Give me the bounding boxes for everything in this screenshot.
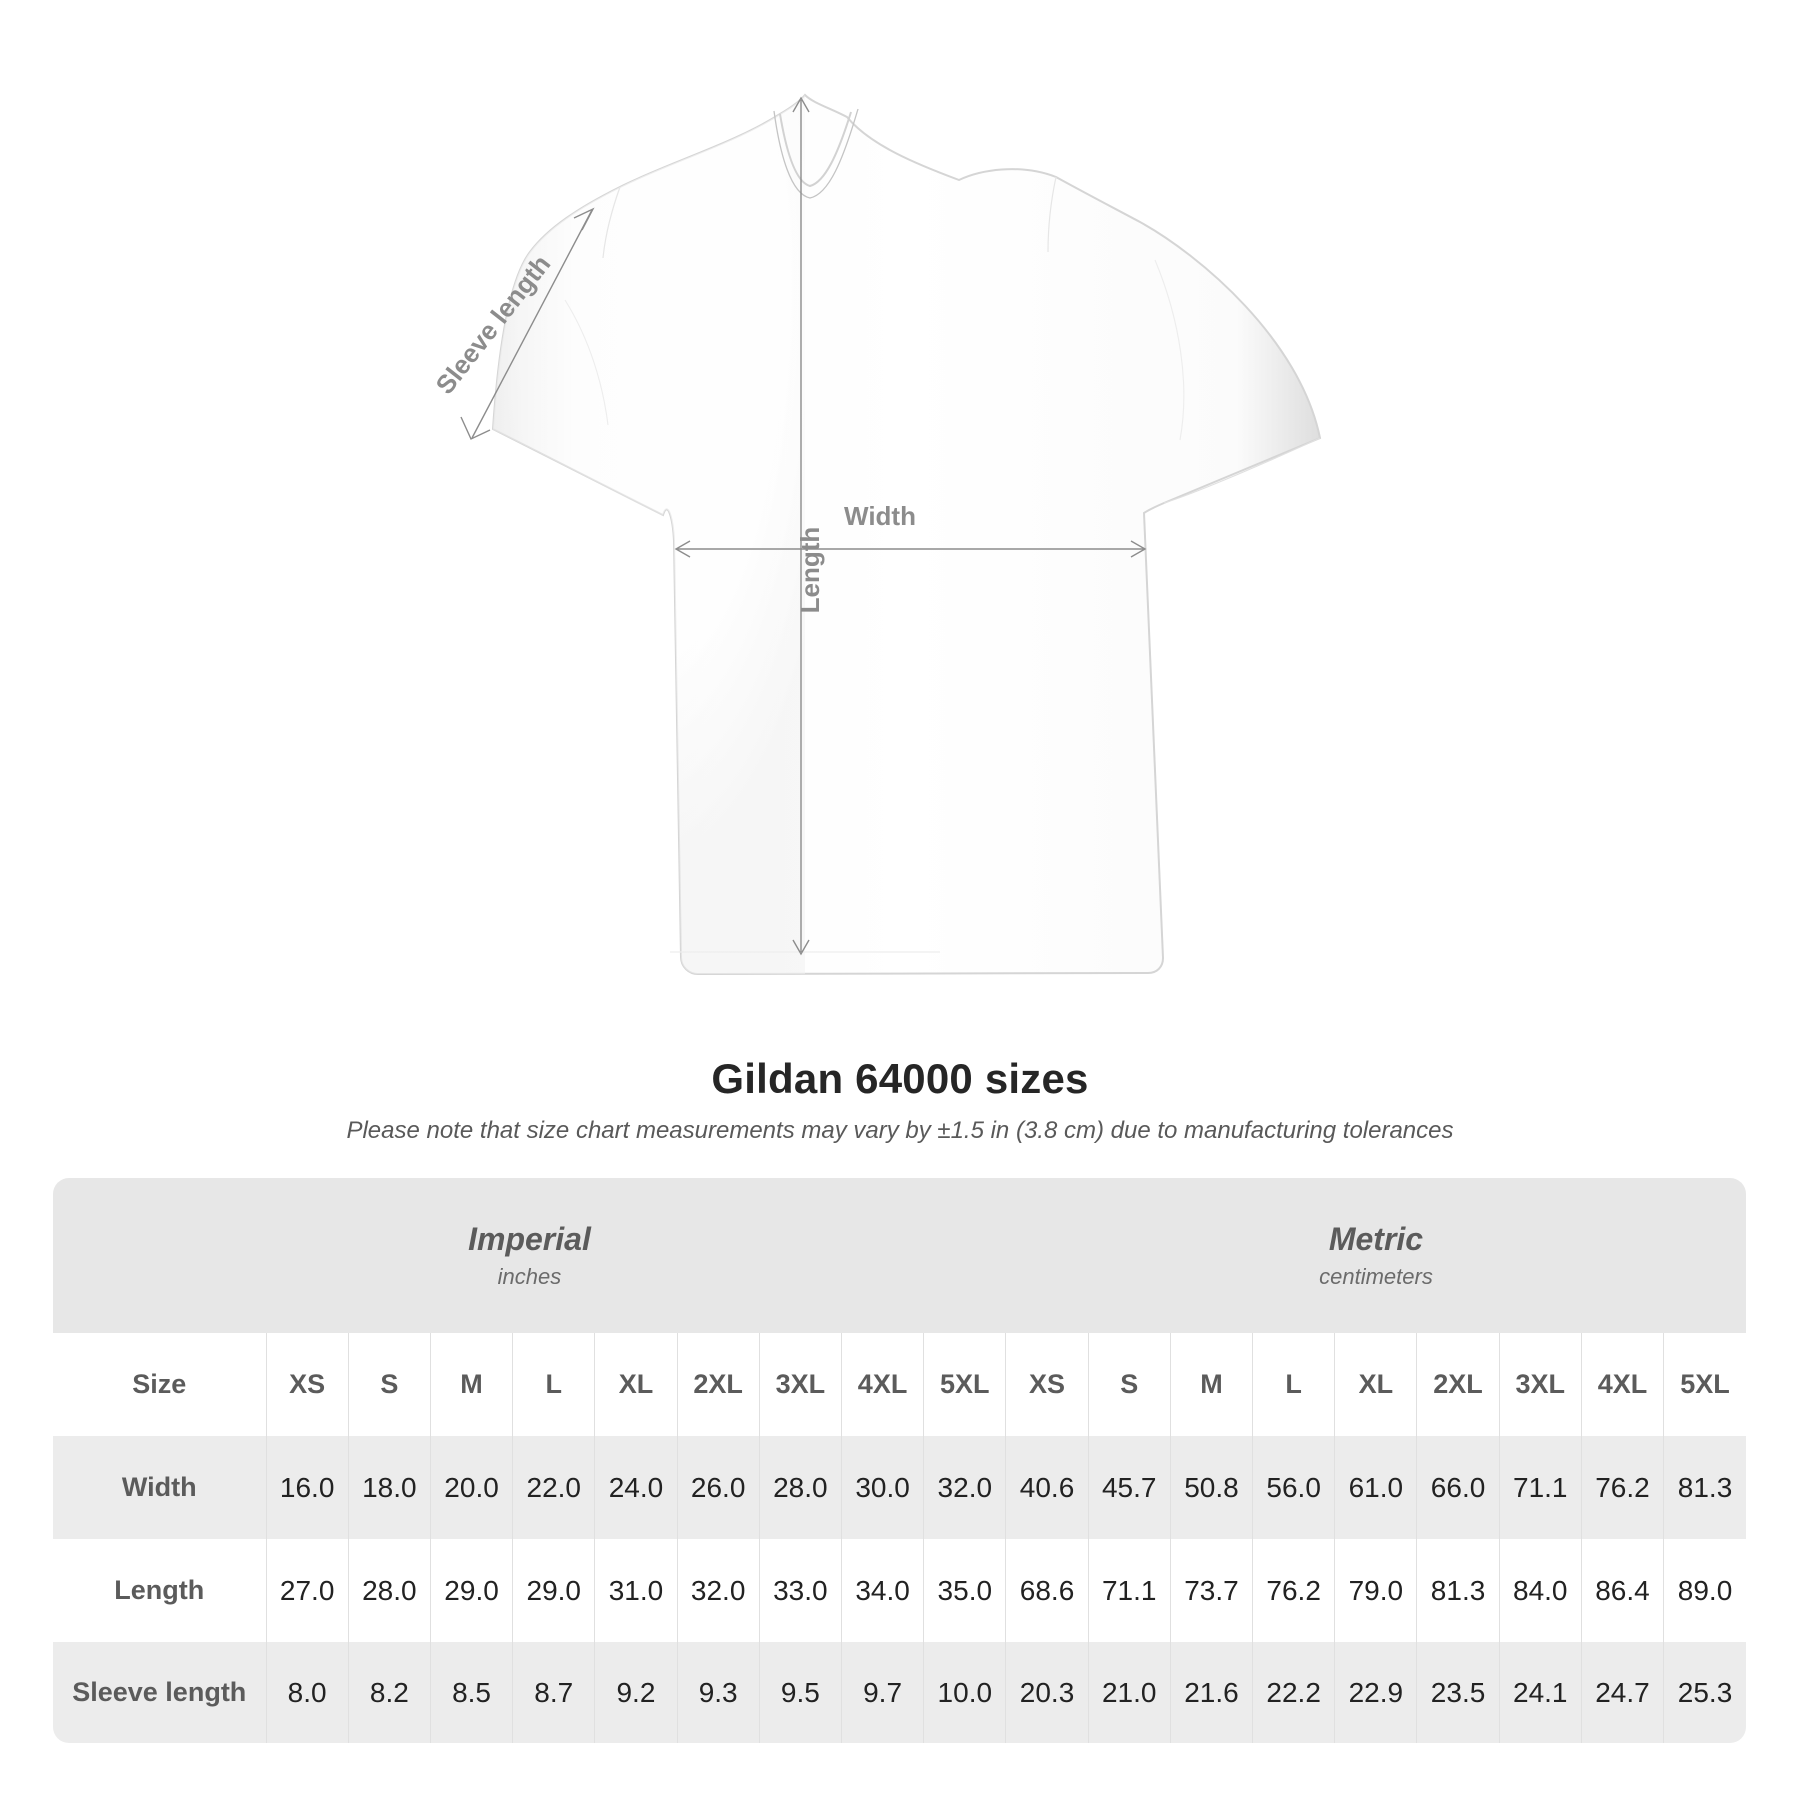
svg-text:Length: Length xyxy=(795,527,825,614)
svg-text:Width: Width xyxy=(844,501,916,531)
